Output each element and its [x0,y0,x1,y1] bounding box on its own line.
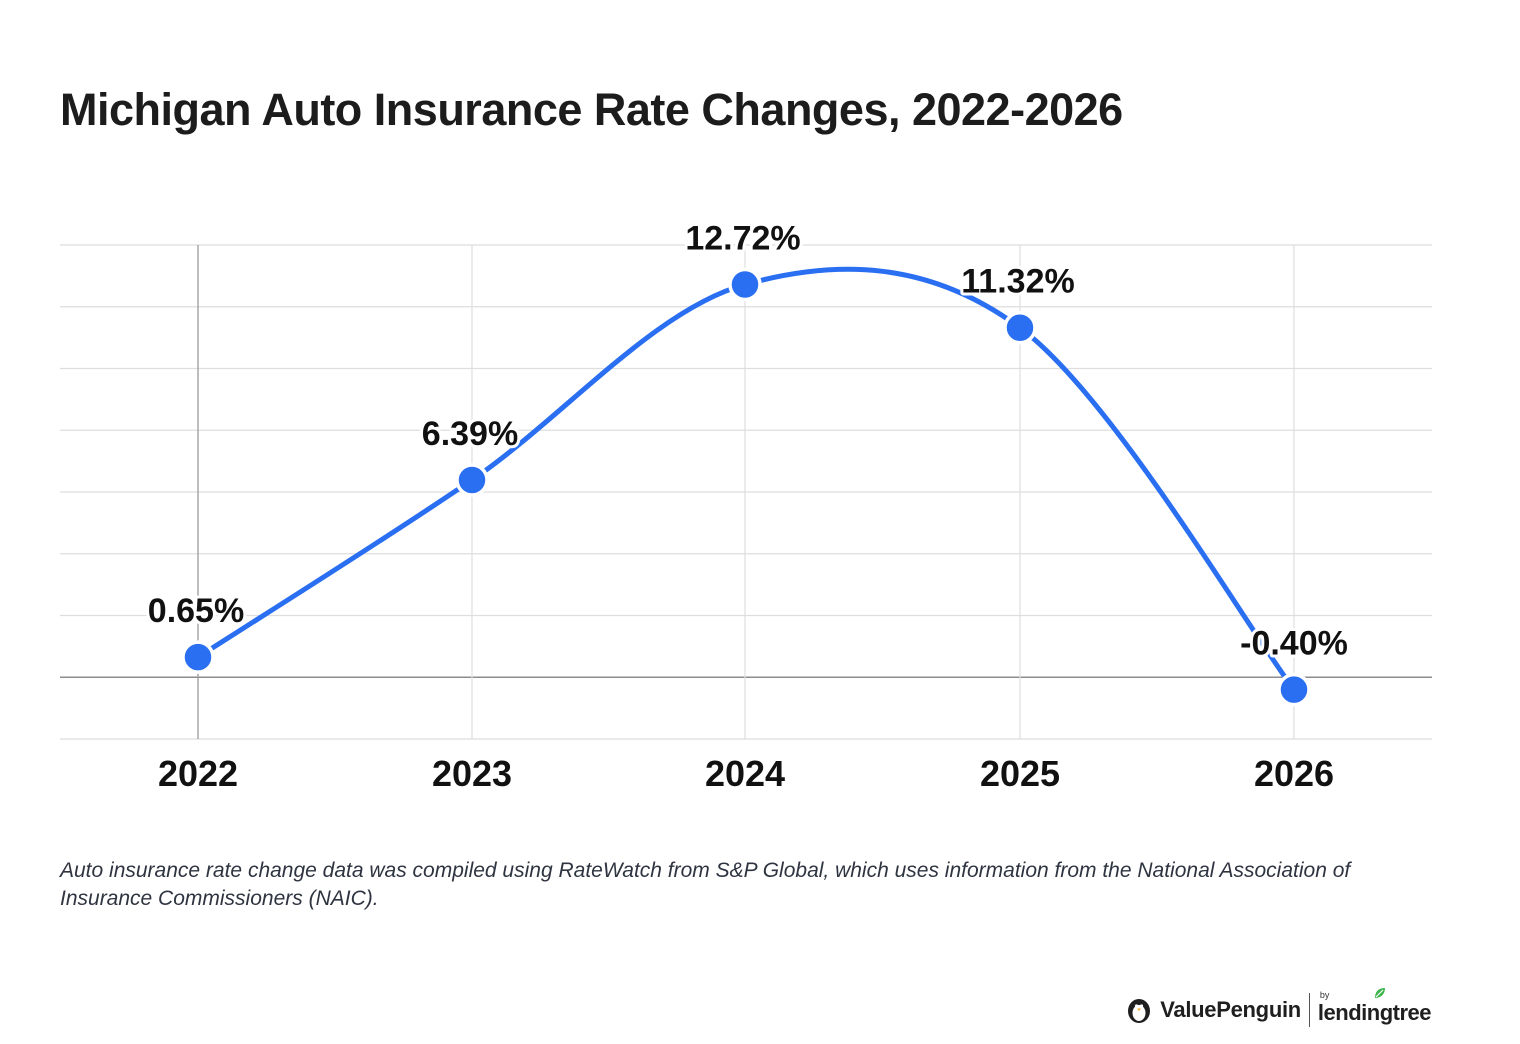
valuepenguin-wordmark: ValuePenguin [1160,997,1301,1022]
series-line-layer [195,266,1297,693]
by-label: by [1319,990,1330,1000]
source-footnote: Auto insurance rate change data was comp… [60,859,1351,910]
data-label: 0.65% [148,592,244,630]
data-point [728,267,762,302]
x-tick-label: 2025 [980,753,1060,794]
x-axis-tick-labels: 2022 2023 2024 2025 2026 [158,753,1334,794]
x-tick-label: 2026 [1254,753,1334,794]
series-line [195,266,1297,693]
data-point [1003,310,1037,345]
data-point [1277,672,1311,707]
leaf-logo-icon [1375,988,1385,998]
brand-logo: ValuePenguin by lendingtree [1126,988,1432,1030]
data-point [455,463,489,497]
x-tick-label: 2022 [158,753,238,794]
x-tick-label: 2024 [705,753,785,794]
chart-title: Michigan Auto Insurance Rate Changes, 20… [60,84,1123,135]
penguin-logo-icon [1128,999,1151,1023]
data-label: 12.72% [685,220,800,258]
data-label: 11.32% [961,263,1074,301]
data-point [181,640,215,674]
gridlines [60,244,1432,740]
lendingtree-wordmark: lendingtree [1317,1000,1432,1025]
lendingtree-logo: by lendingtree [1317,988,1432,1026]
data-label: -0.40% [1240,625,1348,663]
x-tick-label: 2023 [432,753,512,794]
brand-divider [1308,993,1310,1027]
data-label: 6.39% [422,415,518,453]
data-labels: 0.65% 6.39% 12.72% 11.32% -0.40% [145,217,1351,666]
markers [181,267,1311,707]
